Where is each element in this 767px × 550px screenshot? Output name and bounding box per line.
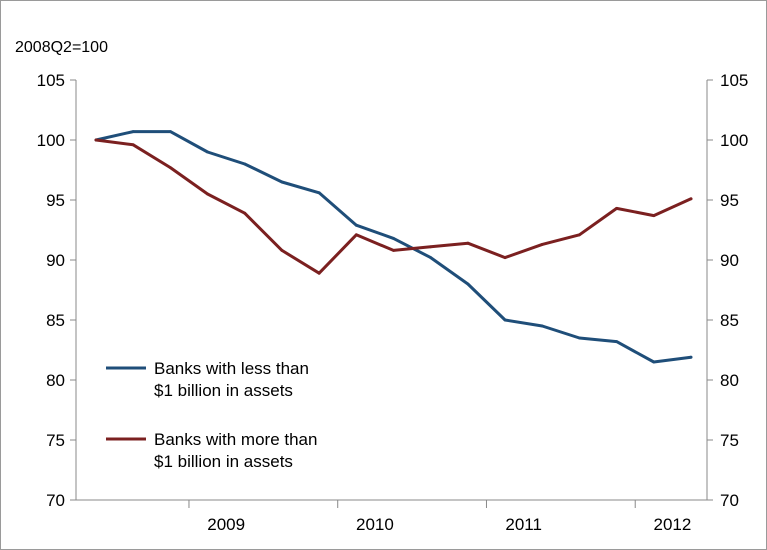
data-point [615, 340, 619, 343]
data-point [578, 233, 581, 237]
right-y-tick-label: 95 [720, 191, 739, 210]
data-point [280, 249, 284, 252]
left-y-tick-label: 85 [46, 311, 65, 330]
data-point [429, 245, 433, 249]
series-group [94, 130, 693, 364]
series-line [94, 138, 693, 275]
left-y-tick-label: 70 [46, 491, 65, 510]
data-point [206, 150, 209, 154]
legend-label: Banks with more than [154, 430, 317, 449]
data-point [317, 271, 321, 275]
right-y-tick-label: 90 [720, 251, 739, 270]
data-point [615, 207, 619, 210]
left-y-tick-label: 100 [37, 131, 65, 150]
legend-label: Banks with less than [154, 359, 309, 378]
data-point [280, 180, 284, 184]
data-point [689, 355, 693, 359]
data-point [354, 223, 358, 227]
series-1 [94, 130, 693, 364]
data-point [354, 233, 358, 237]
right-y-tick-label: 80 [720, 371, 739, 390]
series-2 [94, 138, 693, 275]
right-y-tick-label: 70 [720, 491, 739, 510]
data-point [206, 192, 209, 196]
left-y-tick-label: 105 [37, 71, 65, 90]
left-y-tick-label: 95 [46, 191, 65, 210]
data-point [652, 214, 656, 218]
data-point [131, 143, 135, 147]
data-point [652, 360, 656, 364]
data-point [168, 166, 172, 170]
data-point [168, 130, 172, 134]
unit-label: 2008Q2=100 [15, 39, 108, 56]
right-y-tick-label: 75 [720, 431, 739, 450]
left-y-tick-label: 90 [46, 251, 65, 270]
x-tick-label: 2010 [356, 515, 394, 534]
ticks-group: 70 70 75 75 80 80 85 85 90 90 95 95 100 100 105 105 2009… [37, 71, 749, 534]
legend-label: $1 billion in assets [154, 381, 293, 400]
data-point [689, 197, 693, 201]
legend: Banks with less than $1 billion in assets… [106, 359, 317, 471]
right-y-tick-label: 105 [720, 71, 748, 90]
data-point [317, 191, 321, 195]
data-point [540, 324, 544, 328]
data-point [392, 249, 395, 252]
data-point [243, 211, 247, 215]
data-point [578, 336, 581, 340]
data-point [392, 237, 395, 240]
data-point [503, 256, 507, 259]
data-point [429, 256, 433, 259]
left-y-tick-label: 75 [46, 431, 65, 450]
data-point [466, 241, 470, 245]
axes [75, 80, 708, 501]
data-point [94, 138, 98, 142]
left-y-tick-label: 80 [46, 371, 65, 390]
x-tick-label: 2009 [207, 515, 245, 534]
series-line [94, 130, 693, 364]
data-point [131, 130, 135, 134]
right-y-tick-label: 85 [720, 311, 739, 330]
data-point [503, 318, 507, 322]
data-point [466, 282, 470, 286]
legend-label: $1 billion in assets [154, 452, 293, 471]
x-tick-label: 2011 [505, 515, 542, 534]
x-tick-label: 2012 [653, 515, 691, 534]
data-point [243, 162, 247, 166]
right-y-tick-label: 100 [720, 131, 748, 150]
data-point [540, 243, 544, 246]
